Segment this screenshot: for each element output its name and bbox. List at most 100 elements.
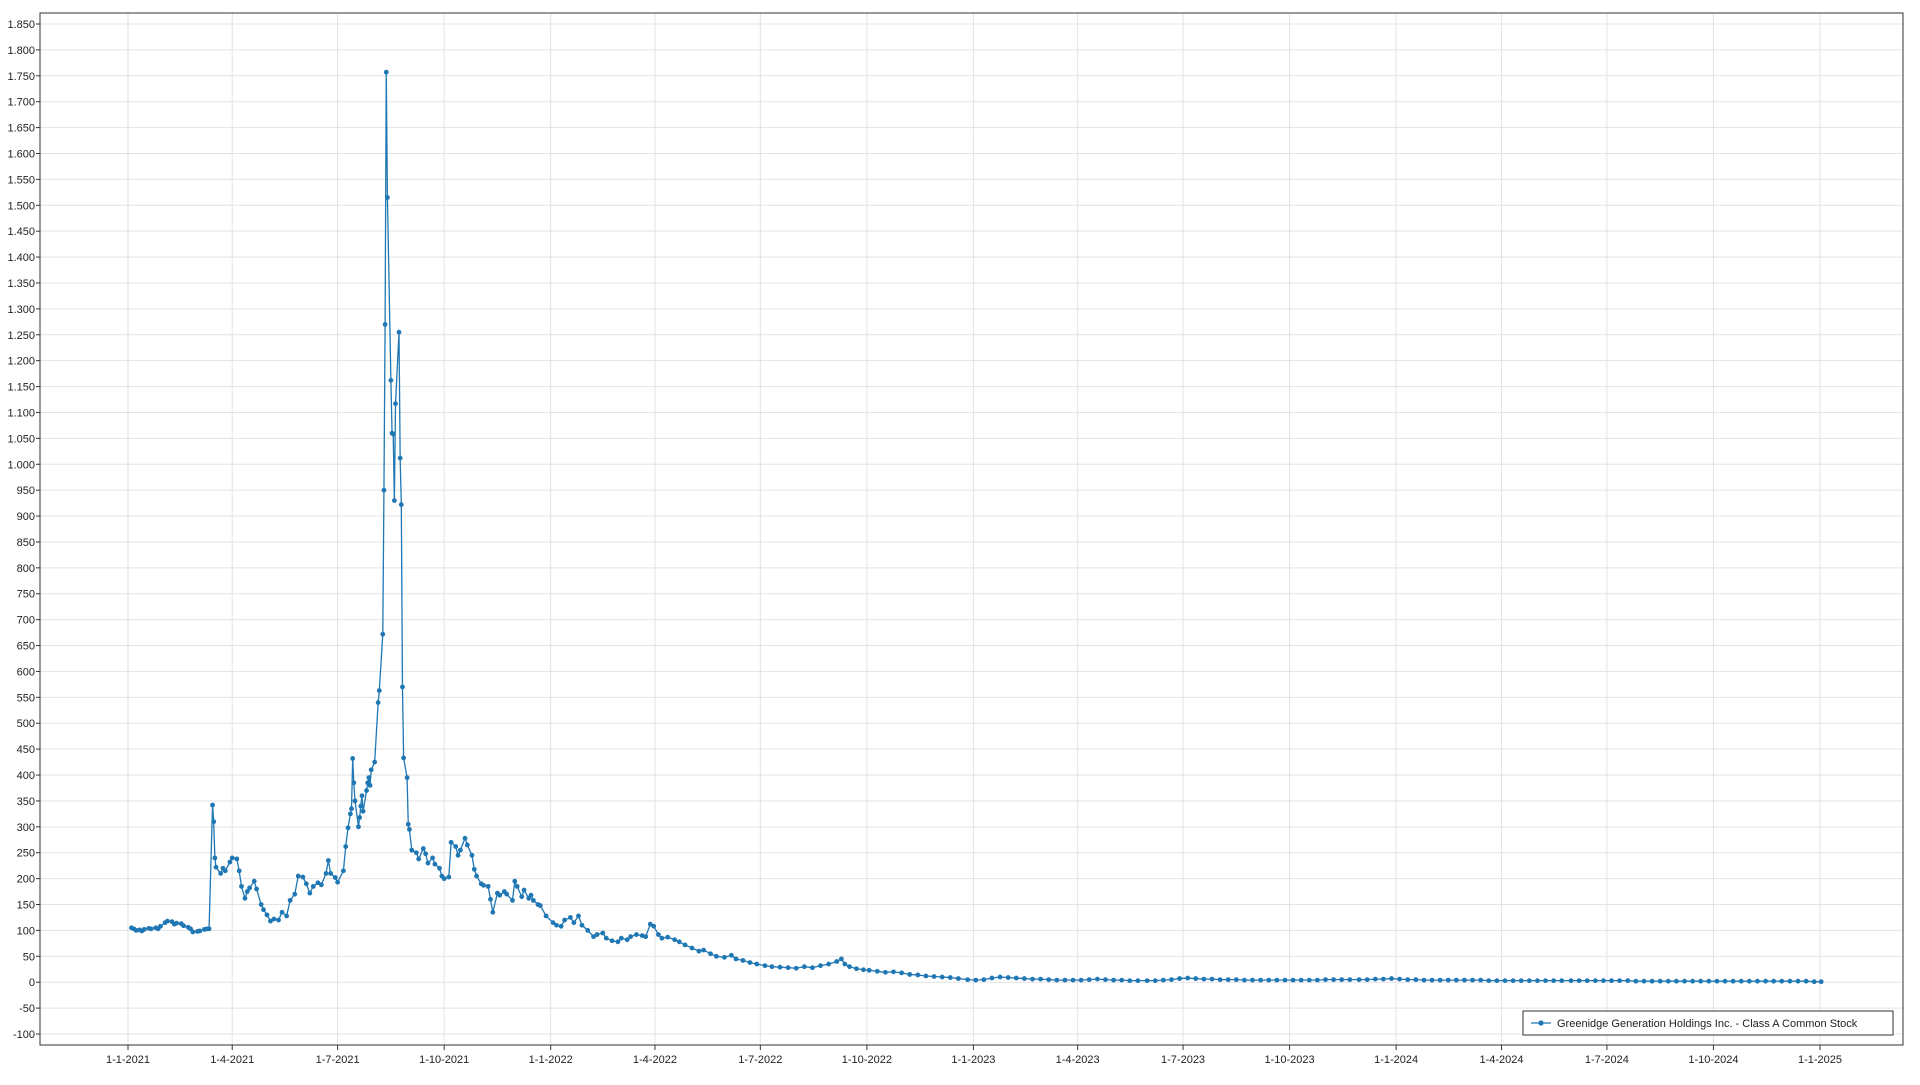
data-point <box>981 977 987 983</box>
data-point <box>1103 977 1108 983</box>
data-point <box>1389 976 1394 981</box>
y-tick-label: 1.450 <box>7 226 35 238</box>
data-point <box>1518 978 1524 984</box>
x-axis: 1-1-2021 1-4-2021 1-7-2021 1-10-2021 1-1-202… <box>106 1045 1842 1066</box>
data-point <box>174 920 180 926</box>
data-point <box>1690 978 1696 984</box>
data-point <box>1266 977 1272 983</box>
data-point <box>457 847 463 853</box>
data-point <box>271 916 277 922</box>
data-point <box>404 775 410 781</box>
data-point <box>1421 977 1427 983</box>
data-point <box>543 913 549 919</box>
data-point <box>425 860 431 866</box>
data-point <box>247 885 253 891</box>
data-point <box>1633 978 1639 984</box>
data-point <box>659 935 665 941</box>
data-point <box>1005 975 1011 980</box>
data-point <box>1152 978 1158 984</box>
data-point <box>197 928 203 934</box>
data-point <box>510 897 515 903</box>
data-point <box>1331 977 1336 983</box>
y-tick-label: 350 <box>17 796 35 808</box>
data-point <box>332 875 338 880</box>
data-point <box>261 907 266 913</box>
data-point <box>728 952 734 958</box>
data-point <box>349 806 354 812</box>
y-tick-label: 250 <box>17 848 35 860</box>
data-point <box>1201 976 1207 982</box>
y-tick-label: 1.850 <box>7 19 35 31</box>
data-point <box>1323 977 1328 983</box>
x-tick-label: 1-1-2024 <box>1374 1054 1418 1066</box>
data-point <box>965 977 971 983</box>
data-point <box>939 974 945 980</box>
data-point <box>1217 977 1223 983</box>
series-line <box>131 71 1822 983</box>
data-point <box>264 912 270 918</box>
data-point <box>1372 976 1378 982</box>
data-point <box>530 897 536 903</box>
data-point <box>446 874 452 880</box>
data-point <box>1755 978 1760 984</box>
data-point <box>665 934 671 940</box>
data-point <box>347 811 353 817</box>
data-point <box>359 793 365 799</box>
data-point <box>1535 978 1540 984</box>
data-point <box>310 883 316 889</box>
data-point <box>405 821 411 827</box>
y-tick-label: 1.550 <box>7 174 35 186</box>
y-tick-label: 150 <box>17 900 35 912</box>
data-point <box>558 923 564 929</box>
data-point <box>733 956 739 962</box>
data-point <box>1526 978 1532 984</box>
data-point <box>1795 978 1801 984</box>
data-point <box>481 882 486 888</box>
data-point <box>380 631 386 637</box>
data-point <box>398 502 404 508</box>
data-point <box>360 808 366 814</box>
data-point <box>568 915 573 920</box>
data-point <box>1274 977 1280 983</box>
y-tick-label: 0 <box>29 977 35 989</box>
data-point <box>1135 978 1141 984</box>
data-point <box>1054 977 1060 983</box>
data-point <box>497 892 503 898</box>
data-point <box>1364 977 1370 983</box>
x-tick-label: 1-1-2022 <box>529 1054 573 1066</box>
data-point <box>292 891 298 897</box>
data-point <box>1543 978 1548 984</box>
data-point <box>1730 978 1736 984</box>
data-point <box>211 819 217 825</box>
data-point <box>818 963 823 969</box>
data-point <box>1714 978 1720 984</box>
data-point <box>485 883 491 889</box>
data-point <box>315 880 321 886</box>
x-tick-label: 1-7-2021 <box>316 1054 360 1066</box>
data-point <box>1609 978 1614 984</box>
data-point <box>448 839 454 845</box>
y-tick-label: 300 <box>17 822 35 834</box>
data-point <box>396 329 402 335</box>
data-point <box>401 755 407 761</box>
data-point <box>1779 978 1785 984</box>
data-point <box>651 923 657 929</box>
data-point <box>441 876 447 882</box>
data-point <box>834 959 840 964</box>
data-point <box>1290 977 1296 983</box>
x-tick-label: 1-4-2023 <box>1056 1054 1100 1066</box>
y-tick-label: 1.350 <box>7 278 35 290</box>
data-point <box>722 954 727 960</box>
y-tick-label: 1.250 <box>7 330 35 342</box>
legend-swatch-marker <box>1538 1020 1544 1026</box>
data-point <box>284 913 290 919</box>
x-tick-label: 1-10-2022 <box>842 1054 892 1066</box>
data-point <box>488 896 493 902</box>
y-tick-label: 800 <box>17 563 35 575</box>
data-point <box>562 917 568 923</box>
data-point <box>842 961 848 967</box>
data-point <box>740 958 746 963</box>
y-tick-label: 600 <box>17 666 35 678</box>
data-point <box>1250 977 1255 983</box>
data-point <box>356 824 361 830</box>
